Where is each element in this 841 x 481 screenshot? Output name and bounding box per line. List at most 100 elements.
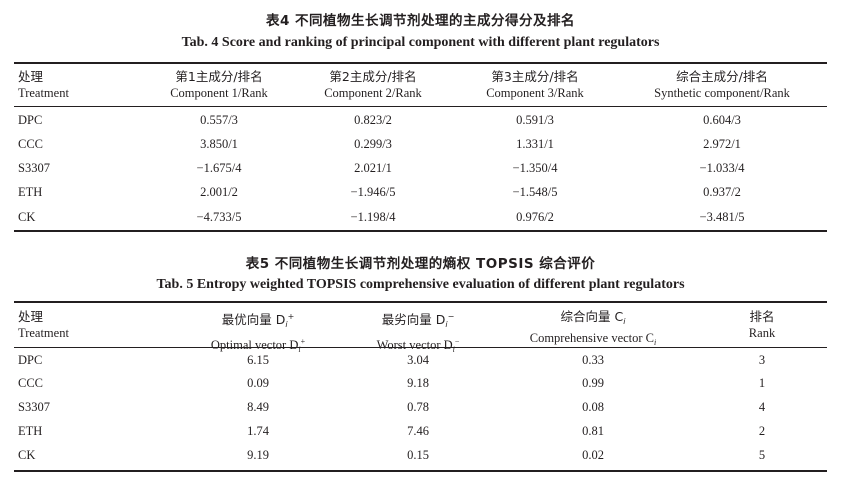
table5-header-rule [14, 347, 827, 348]
table4-header-2: 第2主成分/排名 Component 2/Rank [324, 68, 422, 102]
table4-header-4-en: Synthetic component/Rank [654, 85, 790, 102]
table4-cell-r0-c1: 0.557/3 [200, 113, 238, 127]
table5-header-0: 处理 Treatment [18, 308, 69, 342]
table4-header-1-cn-text: 第1主成分/排名 [175, 69, 263, 84]
table4-cell-r3-c3: −1.548/5 [512, 185, 558, 199]
table5-header-3-cn-text: 综合向量 C [560, 309, 624, 324]
table4-header-2-cn: 第2主成分/排名 [324, 68, 422, 85]
table5-header-1-en-sup: + [300, 337, 306, 346]
table5-header-4-cn-text: 排名 [749, 309, 775, 324]
table5-cell-r0-c1: 6.15 [247, 353, 269, 367]
table5-cell-r3-c0: ETH [18, 424, 43, 438]
table5-cell-r2-c0: S3307 [18, 400, 50, 414]
table5-cell-r0-c3: 0.33 [582, 353, 604, 367]
table5-caption-cn: 表5 不同植物生长调节剂处理的熵权 TOPSIS 综合评价 [245, 256, 596, 272]
table4-header-4: 综合主成分/排名 Synthetic component/Rank [654, 68, 790, 102]
table4-caption-cn: 表4 不同植物生长调节剂处理的主成分得分及排名 [265, 13, 576, 29]
table5-cell-r2-c2: 0.78 [407, 400, 429, 414]
table5-cell-r1-c0: CCC [18, 376, 44, 390]
table4-header-2-en: Component 2/Rank [324, 85, 422, 102]
table5-header-0-en: Treatment [18, 325, 69, 342]
table4-header-0-en-text: Treatment [18, 86, 69, 100]
table5-header-4-en: Rank [749, 325, 775, 342]
table5-header-4: 排名 Rank [749, 308, 775, 342]
table5-header-1-en-text: Optimal vector D [210, 338, 299, 352]
table5-header-2-en-sup: − [454, 337, 460, 346]
table5-cell-r1-c3: 0.99 [582, 376, 604, 390]
table5-header-3-en-text: Comprehensive vector C [529, 331, 655, 345]
table4-header-2-en-text: Component 2/Rank [324, 86, 422, 100]
table5-header-0-en-text: Treatment [18, 326, 69, 340]
table4-header-1-en: Component 1/Rank [170, 85, 268, 102]
table4-caption-en: Tab. 4 Score and ranking of principal co… [181, 35, 660, 50]
table5-header-1-cn-sup: + [287, 312, 295, 321]
table5-header-0-cn-text: 处理 [18, 309, 44, 324]
table4-header-1-cn: 第1主成分/排名 [170, 68, 268, 85]
table4-header-4-cn-text: 综合主成分/排名 [676, 69, 768, 84]
table5-cell-r4-c4: 5 [758, 448, 766, 462]
table5-cell-r1-c2: 9.18 [407, 376, 429, 390]
table4-header-2-cn-text: 第2主成分/排名 [329, 69, 417, 84]
table5-header-1: 最优向量 Di+ Optimal vector Di+ [211, 308, 305, 358]
table4-top-rule [14, 62, 827, 64]
table5-header-4-cn: 排名 [749, 308, 775, 325]
table4-cell-r1-c3: 1.331/1 [516, 137, 554, 151]
table4-header-rule [14, 106, 827, 107]
table5-cell-r3-c1: 1.74 [247, 424, 269, 438]
table4-header-0: 处理 Treatment [18, 68, 69, 102]
table5-header-2-cn-sup: − [447, 312, 455, 321]
table5-cell-r3-c3: 0.81 [582, 424, 604, 438]
table4-cell-r0-c2: 0.823/2 [354, 113, 392, 127]
table4-header-3-cn: 第3主成分/排名 [486, 68, 584, 85]
table4-header-4-cn: 综合主成分/排名 [654, 68, 790, 85]
table4-cell-r4-c4: −3.481/5 [699, 210, 745, 224]
table4-cell-r0-c3: 0.591/3 [516, 113, 554, 127]
table5-top-rule [14, 301, 827, 303]
table5-cell-r0-c2: 3.04 [407, 353, 429, 367]
table5-header-3-en-sub: i [654, 338, 657, 347]
table4-header-0-cn: 处理 [18, 68, 69, 85]
table5-header-3-cn-sub: i [623, 317, 626, 326]
table5-cell-r4-c2: 0.15 [407, 448, 429, 462]
table5-caption-en: Tab. 5 Entropy weighted TOPSIS comprehen… [156, 277, 685, 292]
table4-header-0-en: Treatment [18, 85, 69, 102]
table5-header-1-cn-sub: i [285, 320, 288, 329]
table4-cell-r3-c0: ETH [18, 185, 43, 199]
table5-header-3-en: Comprehensive vector Ci [530, 330, 657, 351]
table5-cell-r0-c4: 3 [758, 353, 766, 367]
table4-cell-r2-c3: −1.350/4 [512, 161, 558, 175]
table4-header-1-en-text: Component 1/Rank [170, 86, 268, 100]
table5-cell-r2-c4: 4 [758, 400, 766, 414]
table4-header-3-cn-text: 第3主成分/排名 [491, 69, 579, 84]
table4-header-3-en: Component 3/Rank [486, 85, 584, 102]
table4-cell-r4-c0: CK [18, 210, 36, 224]
table4-cell-r4-c3: 0.976/2 [516, 210, 554, 224]
table4-header-3: 第3主成分/排名 Component 3/Rank [486, 68, 584, 102]
table5-header-1-cn-text: 最优向量 D [221, 312, 286, 327]
table4-header-3-en-text: Component 3/Rank [486, 86, 584, 100]
table5-header-3-cn: 综合向量 Ci [530, 308, 657, 330]
table5-cell-r1-c1: 0.09 [247, 376, 269, 390]
table4-cell-r1-c1: 3.850/1 [200, 137, 238, 151]
table4-cell-r3-c4: 0.937/2 [703, 185, 741, 199]
table5-header-2-en-text: Worst vector D [376, 338, 453, 352]
table4-cell-r4-c1: −4.733/5 [196, 210, 242, 224]
table4-header-4-en-text: Synthetic component/Rank [654, 86, 790, 100]
table4-cell-r0-c0: DPC [18, 113, 43, 127]
table5-cell-r3-c4: 2 [758, 424, 766, 438]
table4-cell-r2-c2: 2.021/1 [354, 161, 392, 175]
table4-cell-r3-c2: −1.946/5 [350, 185, 396, 199]
table5-cell-r3-c2: 7.46 [407, 424, 429, 438]
table5-header-3: 综合向量 Ci Comprehensive vector Ci [530, 308, 657, 351]
table5-header-2-cn-text: 最劣向量 D [381, 312, 446, 327]
table5-cell-r2-c3: 0.08 [582, 400, 604, 414]
table5-header-1-cn: 最优向量 Di+ [211, 308, 305, 333]
table4-bottom-rule [14, 230, 827, 232]
table5-cell-r2-c1: 8.49 [247, 400, 269, 414]
table5-header-2-en: Worst vector Di− [377, 333, 460, 358]
table4-cell-r2-c4: −1.033/4 [699, 161, 745, 175]
table5-cell-r4-c3: 0.02 [582, 448, 604, 462]
table5-cell-r4-c1: 9.19 [247, 448, 269, 462]
table4-cell-r4-c2: −1.198/4 [350, 210, 396, 224]
table4-header-0-cn-text: 处理 [18, 69, 44, 84]
